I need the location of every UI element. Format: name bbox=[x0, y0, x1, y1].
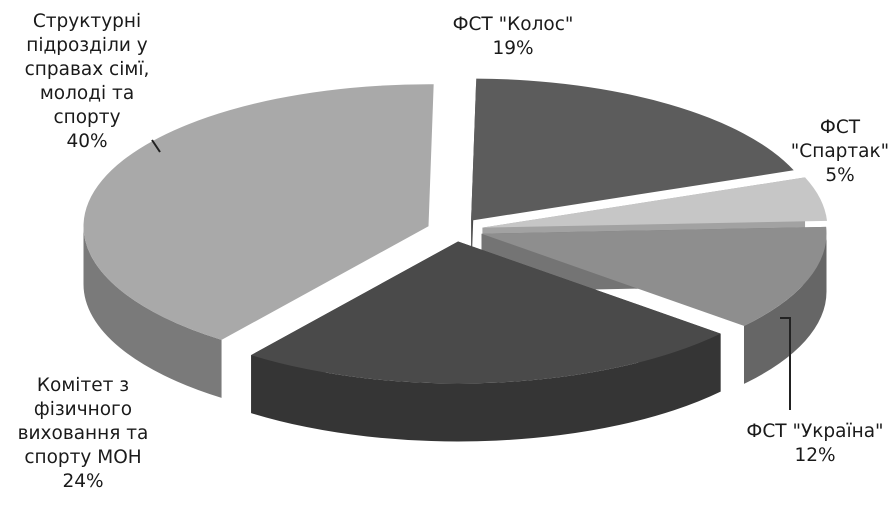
leader-lines bbox=[151, 139, 791, 410]
slice-data-label: Комітет з фізичного виховання та спорту МОН… bbox=[18, 375, 149, 492]
pie-slice bbox=[83, 84, 434, 398]
slice-outer-wall bbox=[83, 226, 222, 398]
pie-slice bbox=[481, 226, 827, 384]
slice-top-face bbox=[83, 84, 434, 340]
slice-outer-wall bbox=[251, 333, 721, 442]
leader-line-structural bbox=[151, 139, 161, 153]
slice-data-label: ФСТ "Україна" 12% bbox=[746, 421, 883, 466]
pie-slice bbox=[471, 78, 794, 279]
data-labels: ФСТ "Колос" 19% ФСТ "Спартак" 5% ФСТ "Україна… bbox=[18, 11, 890, 492]
slice-top-face bbox=[482, 177, 828, 228]
pie-slice bbox=[251, 241, 721, 442]
slice-outer-wall bbox=[743, 233, 827, 384]
slices-layer bbox=[83, 78, 828, 442]
slice-data-label: ФСТ "Колос" 19% bbox=[453, 14, 574, 59]
leader-line-ukraina bbox=[780, 317, 791, 410]
slice-top-face bbox=[251, 241, 721, 384]
slice-data-label: ФСТ "Спартак" 5% bbox=[791, 117, 889, 186]
slice-top-face bbox=[471, 78, 794, 221]
slice-top-face bbox=[481, 226, 827, 326]
slice-data-label: Структурні підрозділи у справах сімї, молод… bbox=[25, 11, 150, 152]
